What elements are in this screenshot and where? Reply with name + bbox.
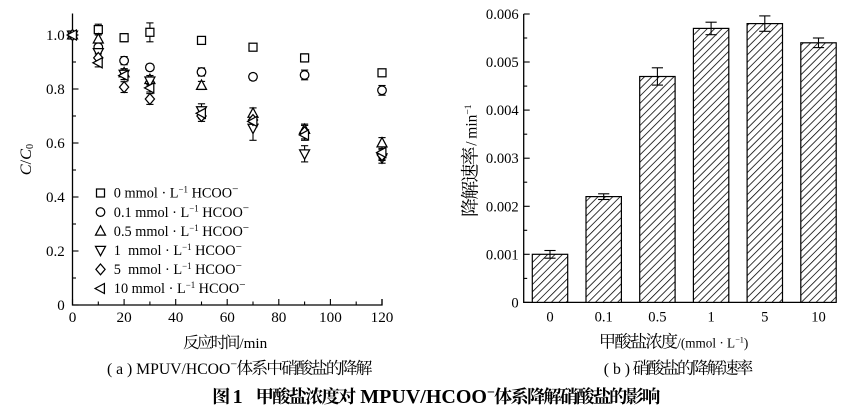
svg-text:0.5: 0.5 [648,309,666,325]
svg-text:0.4: 0.4 [46,190,65,206]
svg-text:−1: −1 [189,204,198,214]
svg-text:HCOO: HCOO [192,262,236,278]
svg-text:0.005: 0.005 [486,55,519,71]
svg-text:5 mmol · L: 5 mmol · L [114,262,182,278]
svg-text:0.2: 0.2 [46,244,65,260]
svg-text:−: − [487,385,495,400]
svg-text:MPUV/HCOO: MPUV/HCOO [355,386,487,408]
svg-text:0: 0 [511,295,518,311]
svg-text:/(mmol · L: /(mmol · L [677,336,735,351]
svg-text:−: − [230,357,237,371]
svg-text:0: 0 [69,309,77,326]
svg-text:0.001: 0.001 [486,247,519,263]
svg-text:80: 80 [271,309,287,326]
svg-text:/: / [464,141,481,146]
svg-text:−1: −1 [182,261,191,271]
svg-text:0: 0 [57,298,65,314]
svg-text:10: 10 [811,309,826,325]
svg-text:20: 20 [117,309,133,326]
svg-text:0.1: 0.1 [595,309,613,325]
svg-text:HCOO: HCOO [188,186,232,202]
svg-text:C: C [16,163,35,175]
svg-text:0.006: 0.006 [486,7,519,23]
svg-text:/: / [16,159,35,164]
svg-text:0.8: 0.8 [46,82,65,98]
svg-text:0 mmol · L: 0 mmol · L [114,186,179,202]
svg-text:0.1 mmol · L: 0.1 mmol · L [114,205,189,221]
svg-text:( a ) MPUV/HCOO: ( a ) MPUV/HCOO [107,361,230,378]
svg-text:0: 0 [25,144,36,149]
svg-text:100: 100 [319,309,342,326]
svg-text:−: − [236,241,242,253]
svg-text:0.003: 0.003 [486,151,519,167]
svg-text:0: 0 [546,309,553,325]
svg-text:−1: −1 [182,242,191,252]
svg-text:−1: −1 [735,336,744,345]
svg-text:HCOO: HCOO [199,205,243,221]
svg-text:60: 60 [220,309,236,326]
svg-text:1.0: 1.0 [46,28,65,44]
svg-text:/min: /min [239,335,267,352]
svg-text:0.002: 0.002 [486,199,519,215]
svg-text:−: − [243,222,249,234]
svg-text:−: − [232,184,238,196]
svg-text:120: 120 [371,309,394,326]
svg-text:1: 1 [233,386,243,408]
svg-text:1 mmol · L: 1 mmol · L [114,243,182,259]
svg-text:C: C [16,148,35,160]
svg-text:min: min [464,114,481,138]
svg-text:10 mmol · L: 10 mmol · L [114,281,186,297]
svg-text:0.5 mmol · L: 0.5 mmol · L [114,224,189,240]
svg-text:HCOO: HCOO [195,281,239,297]
svg-text:−: − [239,279,245,291]
svg-text:5: 5 [761,309,768,325]
svg-text:0.6: 0.6 [46,136,65,152]
svg-text:): ) [744,336,748,351]
svg-text:−1: −1 [463,104,474,114]
svg-text:0.004: 0.004 [486,103,520,119]
svg-text:−1: −1 [186,280,195,290]
svg-text:HCOO: HCOO [192,243,236,259]
svg-text:HCOO: HCOO [199,224,243,240]
svg-text:−1: −1 [189,223,198,233]
svg-text:1: 1 [708,309,715,325]
svg-text:−: − [243,203,249,215]
svg-text:40: 40 [168,309,184,326]
svg-text:( b ): ( b ) [604,361,634,378]
svg-text:−1: −1 [179,185,188,195]
svg-text:−: − [236,260,242,272]
